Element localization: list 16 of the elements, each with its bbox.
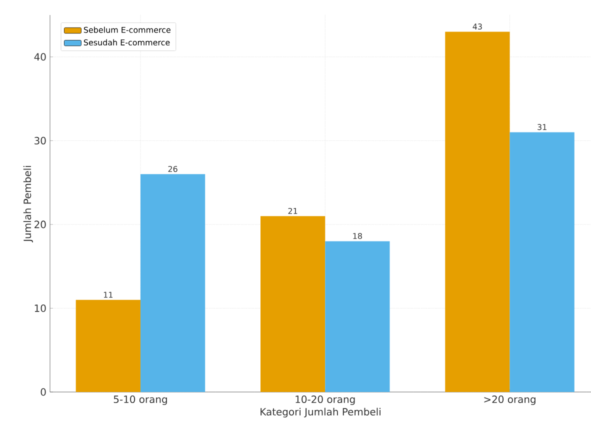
y-tick-label: 10	[34, 304, 46, 312]
bar	[140, 174, 206, 392]
y-tick-label: 40	[34, 53, 46, 61]
bar	[76, 300, 140, 392]
x-axis-title: Kategori Jumlah Pembeli	[260, 408, 380, 418]
bar	[510, 132, 574, 392]
bar	[325, 241, 390, 392]
bar	[445, 32, 510, 392]
x-tick-label: 10-20 orang	[296, 396, 355, 405]
y-axis-title: Jumlah Pembeli	[23, 166, 33, 242]
y-tick-label: 20	[34, 220, 46, 228]
y-tick-label: 30	[34, 136, 46, 144]
bar	[260, 216, 326, 392]
y-tick-label: 0	[40, 388, 46, 396]
x-tick-label: 5-10 orang	[114, 396, 167, 405]
x-tick-label: >20 orang	[484, 396, 536, 405]
